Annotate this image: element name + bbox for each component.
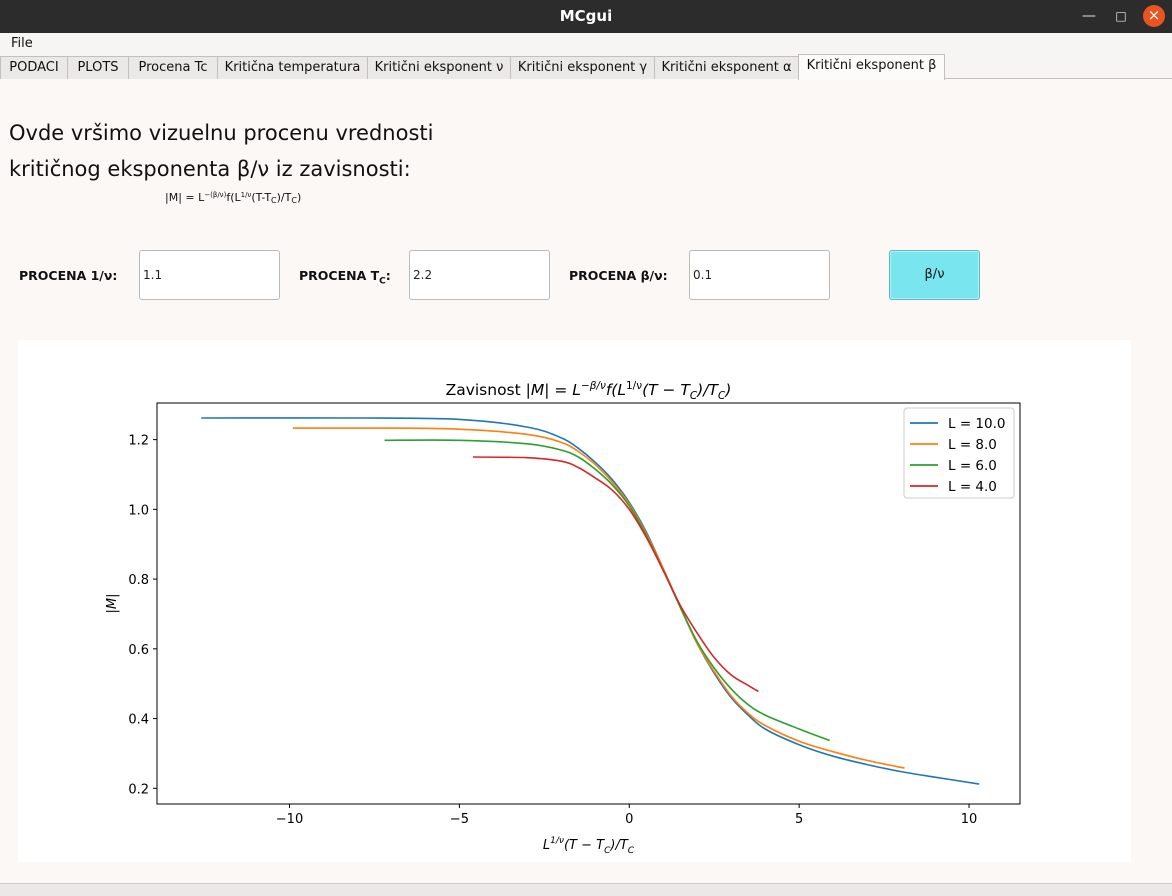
x-tick-label: −10 [276, 812, 303, 827]
formula-lhs: |M| = L [165, 191, 205, 204]
label-tc-sub: C [379, 276, 386, 287]
window-title: MCgui [559, 7, 613, 25]
description-heading: Ovde vršimo vizuelnu procenu vrednosti k… [9, 115, 433, 187]
tab-eksponent-beta[interactable]: Kritični eksponent β [798, 54, 945, 80]
menu-bar: File [0, 33, 1172, 54]
tab-plots[interactable]: PLOTS [67, 56, 129, 79]
tab-eksponent-nu[interactable]: Kritični eksponent ν [367, 56, 511, 79]
status-bar [0, 883, 1172, 896]
close-icon[interactable]: × [1143, 5, 1165, 27]
label-beta-nu: PROCENA β/ν: [569, 268, 668, 283]
x-axis-label: L1/ν(T − TC)/TC [543, 836, 635, 856]
formula-end: ) [296, 191, 302, 204]
inv-nu-input[interactable] [139, 250, 280, 300]
tab-bar: PODACI PLOTS Procena Tc Kritična tempera… [0, 54, 1172, 80]
tab-eksponent-alpha[interactable]: Kritični eksponent α [654, 56, 799, 79]
chart-title: Zavisnost |M| = L−β/νf(L1/ν(T − TC)/TC) [446, 380, 732, 402]
tab-procena-tc[interactable]: Procena Tc [128, 56, 218, 79]
y-tick-label: 0.4 [128, 713, 149, 728]
tab-content: Ovde vršimo vizuelnu procenu vrednosti k… [0, 79, 1172, 883]
label-inv-nu: PROCENA 1/ν: [19, 268, 118, 283]
plot-canvas: Zavisnost |M| = L−β/νf(L1/ν(T − TC)/TC) −… [18, 340, 1131, 862]
y-axis-label: |M| [105, 594, 120, 614]
tab-podaci[interactable]: PODACI [0, 56, 68, 79]
formula-subscript: C [271, 196, 277, 205]
formula-subscript-2: C [291, 196, 297, 205]
beta-nu-input[interactable] [689, 250, 830, 300]
series-line-4 [472, 456, 759, 693]
formula-exponent: −(β/ν) [204, 191, 227, 199]
x-tick-label: 5 [795, 812, 803, 827]
series-line-2 [292, 427, 905, 769]
formula-exponent-2: 1/ν [240, 191, 252, 199]
y-tick-label: 0.2 [128, 782, 149, 797]
tab-eksponent-gamma[interactable]: Kritični eksponent γ [510, 56, 655, 79]
y-tick-label: 1.0 [128, 503, 149, 518]
label-tc-text: PROCENA T [299, 268, 380, 283]
scaling-plot: Zavisnost |M| = L−β/νf(L1/ν(T − TC)/TC) −… [105, 380, 1021, 856]
beta-nu-button[interactable]: β/ν [889, 250, 980, 300]
y-tick-label: 1.2 [128, 434, 149, 449]
x-tick-label: 0 [625, 812, 633, 827]
maximize-icon[interactable]: □ [1115, 9, 1127, 23]
y-tick-label: 0.6 [128, 643, 149, 658]
x-tick-label: 10 [961, 812, 978, 827]
legend-label: L = 6.0 [948, 458, 997, 474]
formula-mid-2: (T-T [251, 191, 272, 204]
heading-line-2: kritičnog eksponenta β/ν iz zavisnosti: [9, 157, 411, 181]
formula-mid: f(L [226, 191, 241, 204]
legend-label: L = 4.0 [948, 479, 997, 495]
menu-file[interactable]: File [11, 36, 33, 51]
series-line-1 [201, 417, 980, 785]
formula-mid-3: )/T [276, 191, 292, 204]
label-tc-colon: : [385, 268, 391, 283]
legend-label: L = 8.0 [948, 437, 997, 453]
y-tick-label: 0.8 [128, 573, 149, 588]
title-bar: MCgui — □ × [0, 0, 1172, 33]
tab-kriticna-temperatura[interactable]: Kritična temperatura [217, 56, 368, 79]
scaling-formula: |M| = L−(β/ν)f(L1/ν(T-TC)/TC) [165, 191, 301, 205]
label-tc: PROCENA TC: [299, 268, 391, 287]
minimize-icon[interactable]: — [1082, 8, 1096, 24]
heading-line-1: Ovde vršimo vizuelnu procenu vrednosti [9, 121, 434, 145]
legend-box [903, 407, 1015, 499]
x-tick-label: −5 [450, 812, 469, 827]
plot-frame [156, 402, 1021, 805]
tc-input[interactable] [409, 250, 550, 300]
legend-label: L = 10.0 [948, 416, 1005, 432]
